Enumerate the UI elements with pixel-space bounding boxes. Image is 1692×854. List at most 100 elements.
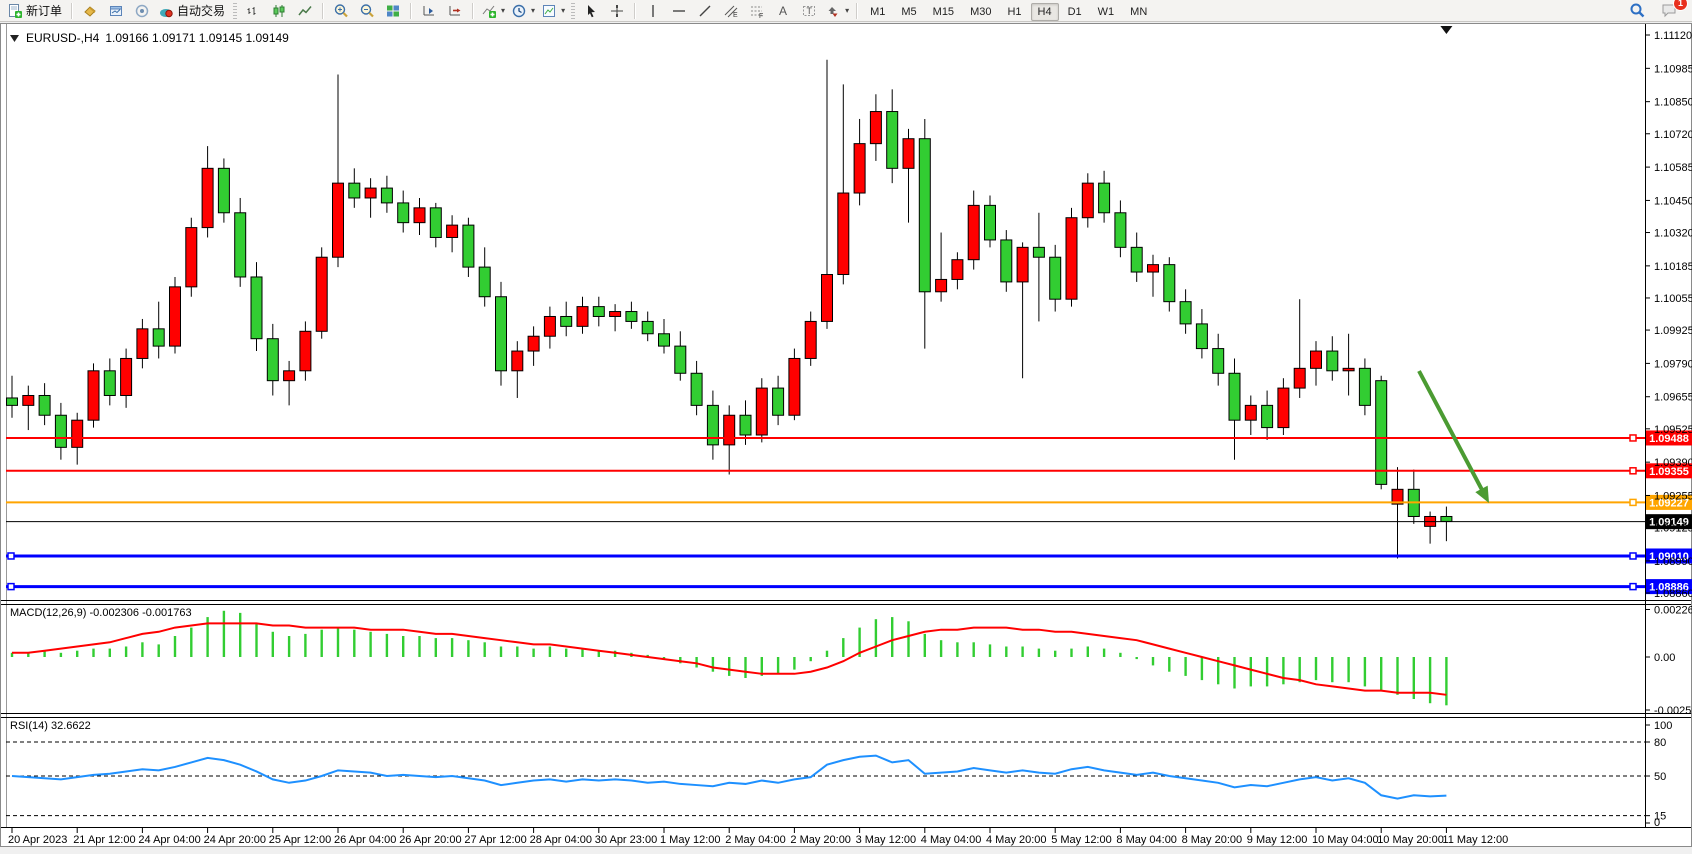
- price-level-line[interactable]: 1.09010: [6, 548, 1692, 564]
- candle: [250, 262, 263, 352]
- dropdown-caret: ▾: [845, 6, 850, 15]
- notifications-button[interactable]: 1: [1656, 0, 1688, 22]
- auto-trading-button[interactable]: 自动交易: [155, 0, 230, 22]
- candle: [967, 190, 980, 270]
- timeframe-m1[interactable]: M1: [870, 5, 886, 18]
- zoom-in-button[interactable]: [328, 0, 354, 22]
- candle: [185, 217, 198, 297]
- candle: [380, 175, 393, 213]
- candle: [674, 331, 687, 381]
- trend-arrow[interactable]: [1417, 370, 1489, 503]
- notification-badge: 1: [1673, 0, 1688, 11]
- candle-chart-button[interactable]: [266, 0, 292, 22]
- timeframe-w1[interactable]: W1: [1097, 5, 1115, 18]
- chart-shift-button[interactable]: [442, 0, 468, 22]
- candle: [462, 217, 475, 277]
- timeframe-m5[interactable]: M5: [901, 5, 917, 18]
- tile-windows-icon: [387, 5, 400, 16]
- candle: [527, 326, 540, 366]
- arrows-button[interactable]: ▾: [822, 0, 852, 22]
- pane-separator-macd-rsi[interactable]: [1, 713, 1691, 718]
- candle: [706, 390, 719, 460]
- trendline-button[interactable]: [692, 0, 718, 22]
- crosshair-button[interactable]: [604, 0, 630, 22]
- date-tick-label: 11 May 12:00: [1442, 834, 1508, 846]
- text-label-button[interactable]: T: [796, 0, 822, 22]
- price-tick-label: 1.10585: [1654, 162, 1692, 174]
- timeframe-mn[interactable]: MN: [1130, 5, 1148, 18]
- candle: [543, 306, 556, 349]
- search-button[interactable]: [1624, 0, 1650, 22]
- line-chart-button[interactable]: [292, 0, 318, 22]
- tile-windows-button[interactable]: [380, 0, 406, 22]
- signal-button[interactable]: [129, 0, 155, 22]
- price-tick-label: 1.09525: [1654, 424, 1692, 436]
- price-tag: [1646, 514, 1692, 530]
- bar-chart-button[interactable]: [240, 0, 266, 22]
- line-handle[interactable]: [1629, 467, 1637, 475]
- indicators-add-icon: [482, 5, 497, 18]
- candle: [1261, 390, 1274, 440]
- timeframe-h1[interactable]: H1: [1007, 5, 1022, 18]
- auto-trading-label: 自动交易: [177, 4, 226, 18]
- price-axis-labels: 1.11120 1.10985 1.10850 1.10720 1.10585 1.104…: [1645, 30, 1692, 600]
- macd-tick-label: 0.00: [1654, 652, 1675, 664]
- timeframe-h4[interactable]: H4: [1030, 2, 1059, 21]
- toolbar-separator: [472, 2, 475, 19]
- periods-button[interactable]: ▾: [508, 0, 538, 22]
- candle: [429, 202, 442, 248]
- date-tick-label: 26 Apr 20:00: [399, 834, 461, 846]
- horizontal-line-button[interactable]: [666, 0, 692, 22]
- styler-button[interactable]: [77, 0, 103, 22]
- fibonacci-button[interactable]: F: [744, 0, 770, 22]
- indicators-button[interactable]: ▾: [478, 0, 508, 22]
- macd-signal-line: [12, 622, 1447, 696]
- candle: [6, 375, 18, 418]
- auto-scroll-button[interactable]: [416, 0, 442, 22]
- candle: [1358, 358, 1371, 416]
- toolbar-right: 1: [1624, 0, 1688, 22]
- cursor-button[interactable]: [578, 0, 604, 22]
- candle: [201, 146, 214, 238]
- chart-collapse-icon[interactable]: [10, 34, 20, 43]
- templates-icon: [543, 4, 556, 17]
- candle: [1081, 173, 1094, 228]
- chart-window-button[interactable]: [103, 0, 129, 22]
- timeframe-m15[interactable]: M15: [932, 5, 955, 18]
- templates-button[interactable]: ▾: [538, 0, 568, 22]
- toolbar-separator: [856, 2, 859, 19]
- equidistant-channel-icon: E: [724, 5, 738, 19]
- zoom-out-button[interactable]: [354, 0, 380, 22]
- price-level-line[interactable]: 1.09488: [6, 430, 1692, 446]
- candle: [495, 281, 507, 386]
- candle: [1310, 341, 1322, 386]
- candle: [1293, 299, 1306, 398]
- price-level-line[interactable]: 1.08886: [6, 579, 1692, 595]
- price-level-line[interactable]: 1.09355: [6, 463, 1692, 479]
- new-order-button[interactable]: 新订单: [4, 0, 67, 22]
- channel-button[interactable]: E: [718, 0, 744, 22]
- dropdown-caret: ▾: [501, 6, 506, 15]
- date-tick-label: 28 Apr 04:00: [530, 834, 592, 846]
- line-handle[interactable]: [7, 552, 15, 560]
- line-handle[interactable]: [1629, 582, 1637, 591]
- candle: [918, 118, 931, 349]
- vertical-line-button[interactable]: [640, 0, 666, 22]
- line-handle[interactable]: [1629, 434, 1637, 442]
- clock-icon: [512, 4, 526, 17]
- timeframe-m30[interactable]: M30: [970, 5, 992, 18]
- timeframe-d1[interactable]: D1: [1067, 5, 1082, 18]
- dropdown-caret: ▾: [531, 6, 536, 15]
- line-handle[interactable]: [7, 582, 15, 591]
- annotations: [1417, 26, 1489, 503]
- candle: [1065, 207, 1078, 307]
- price-level-line[interactable]: 1.09227: [6, 494, 1692, 510]
- svg-text:T: T: [807, 6, 813, 16]
- current-price-line[interactable]: 1.09149: [6, 514, 1692, 530]
- text-button[interactable]: A: [770, 0, 796, 22]
- horizontal-line-icon: [673, 9, 686, 12]
- pane-separator-main-macd[interactable]: [1, 600, 1691, 605]
- line-handle[interactable]: [1629, 498, 1637, 507]
- line-handle[interactable]: [1629, 552, 1637, 560]
